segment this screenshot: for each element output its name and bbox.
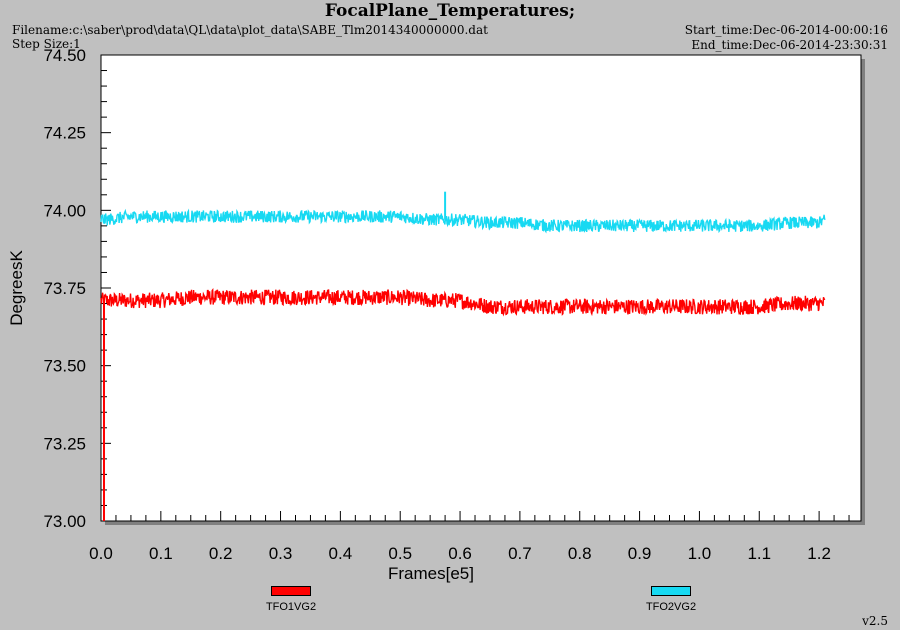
y-tick-label: 74.25: [43, 124, 86, 143]
legend-swatch-tfo2vg2: [651, 586, 691, 596]
y-tick-label: 74.00: [43, 201, 86, 220]
x-tick-label: 1.1: [747, 544, 771, 563]
x-tick-label: 0.7: [508, 544, 532, 563]
y-axis-label: DegreesK: [7, 250, 26, 326]
series-line-tfo1vg2: [100, 288, 826, 317]
plot-area: [100, 54, 862, 522]
y-tick-label: 73.00: [43, 512, 86, 531]
series-line-tfo2vg2: [100, 208, 826, 234]
x-tick-label: 0.2: [209, 544, 233, 563]
step-size-label: Step Size:1: [12, 37, 81, 51]
x-tick-label: 1.0: [688, 544, 712, 563]
x-axis-label: Frames[e5]: [388, 564, 474, 583]
x-tick-label: 0.3: [269, 544, 293, 563]
chart-title: FocalPlane_Temperatures;: [324, 1, 576, 21]
filename-label: Filename:c:\saber\prod\data\QL\data\plot…: [12, 23, 488, 37]
x-tick-label: 0.8: [568, 544, 592, 563]
start-time-label: Start_time:Dec-06-2014-00:00:16: [684, 23, 888, 37]
y-tick-label: 74.50: [43, 46, 86, 65]
legend-swatch-tfo1vg2: [271, 586, 311, 596]
legend-label-tfo1vg2: TFO1VG2: [265, 601, 317, 613]
x-tick-label: 0.9: [628, 544, 652, 563]
y-tick-label: 73.25: [43, 434, 86, 453]
x-tick-label: 0.5: [388, 544, 412, 563]
y-tick-label: 73.75: [43, 279, 86, 298]
version-label: v2.5: [862, 614, 888, 628]
y-tick-label: 73.50: [43, 357, 86, 376]
end-time-label: End_time:Dec-06-2014-23:30:31: [691, 38, 888, 52]
x-tick-label: 0.0: [89, 544, 113, 563]
x-tick-label: 0.6: [448, 544, 472, 563]
x-tick-label: 1.2: [807, 544, 831, 563]
x-tick-label: 0.1: [149, 544, 173, 563]
x-tick-label: 0.4: [329, 544, 353, 563]
legend-label-tfo2vg2: TFO2VG2: [645, 601, 697, 613]
